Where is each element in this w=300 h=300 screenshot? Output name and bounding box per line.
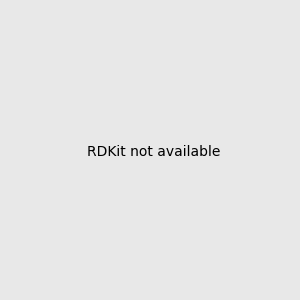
Text: RDKit not available: RDKit not available xyxy=(87,145,220,158)
